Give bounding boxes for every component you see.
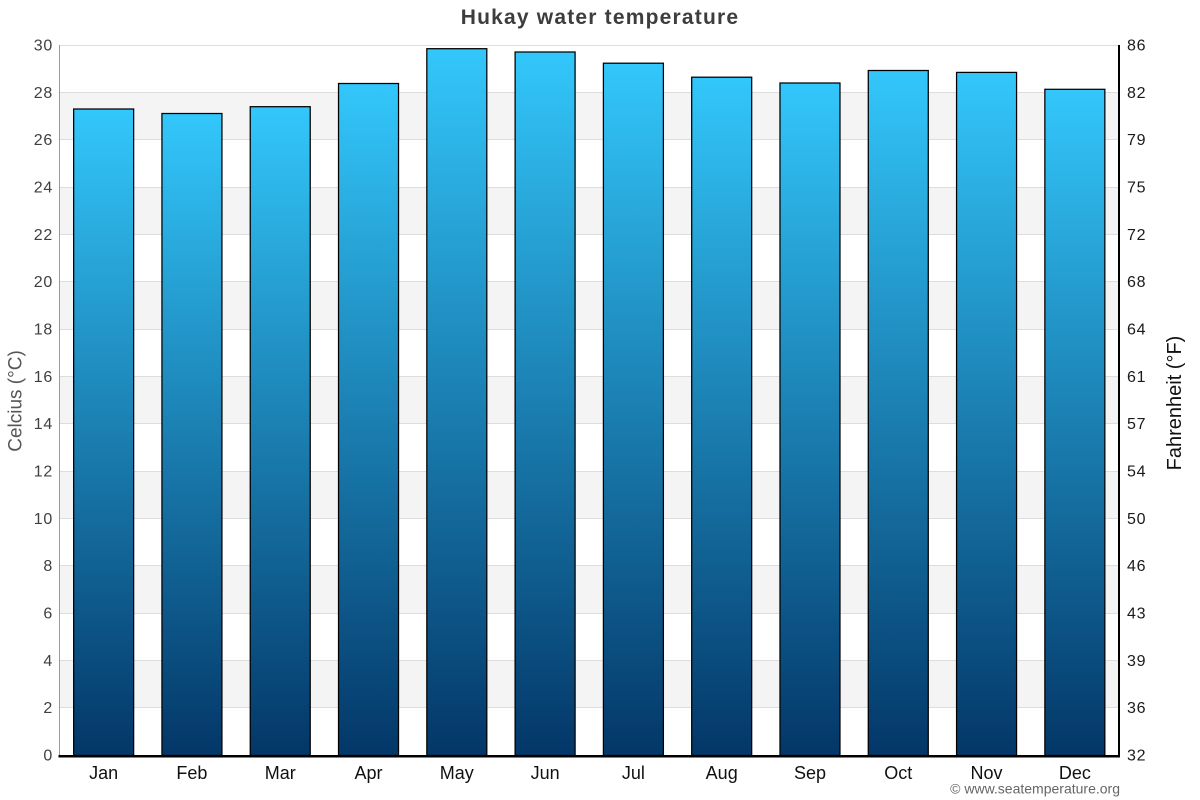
svg-text:Apr: Apr <box>355 763 383 783</box>
svg-text:0: 0 <box>43 748 53 765</box>
svg-text:26: 26 <box>34 132 53 149</box>
svg-text:Sep: Sep <box>794 763 826 783</box>
svg-text:28: 28 <box>34 85 53 102</box>
svg-text:Jun: Jun <box>531 763 560 783</box>
svg-text:64: 64 <box>1127 322 1146 339</box>
svg-text:32: 32 <box>1127 748 1146 765</box>
svg-text:6: 6 <box>43 606 53 623</box>
svg-text:Fahrenheit (°F): Fahrenheit (°F) <box>1164 336 1186 471</box>
svg-text:Oct: Oct <box>884 763 912 783</box>
svg-text:4: 4 <box>43 653 53 670</box>
svg-text:46: 46 <box>1127 558 1146 575</box>
svg-text:50: 50 <box>1127 511 1146 528</box>
svg-text:Nov: Nov <box>971 763 1003 783</box>
svg-text:10: 10 <box>34 511 53 528</box>
svg-text:54: 54 <box>1127 464 1146 481</box>
svg-text:18: 18 <box>34 322 53 339</box>
svg-text:39: 39 <box>1127 653 1146 670</box>
svg-text:8: 8 <box>43 558 53 575</box>
svg-text:86: 86 <box>1127 38 1146 55</box>
svg-text:61: 61 <box>1127 369 1146 386</box>
svg-text:12: 12 <box>34 464 53 481</box>
svg-text:30: 30 <box>34 38 53 55</box>
svg-text:14: 14 <box>34 416 53 433</box>
svg-text:Hukay water temperature: Hukay water temperature <box>461 6 740 29</box>
svg-text:Feb: Feb <box>176 763 207 783</box>
svg-text:May: May <box>440 763 474 783</box>
svg-text:Aug: Aug <box>706 763 738 783</box>
svg-text:43: 43 <box>1127 606 1146 623</box>
svg-text:82: 82 <box>1127 85 1146 102</box>
svg-text:Dec: Dec <box>1059 763 1091 783</box>
svg-text:24: 24 <box>34 180 53 197</box>
svg-text:Jan: Jan <box>89 763 118 783</box>
svg-text:22: 22 <box>34 227 53 244</box>
svg-text:Jul: Jul <box>622 763 645 783</box>
svg-text:79: 79 <box>1127 132 1146 149</box>
svg-text:68: 68 <box>1127 274 1146 291</box>
svg-text:72: 72 <box>1127 227 1146 244</box>
svg-text:Celcius (°C): Celcius (°C) <box>6 350 27 452</box>
svg-text:16: 16 <box>34 369 53 386</box>
svg-text:20: 20 <box>34 274 53 291</box>
svg-text:© www.seatemperature.org: © www.seatemperature.org <box>950 781 1120 797</box>
svg-text:36: 36 <box>1127 700 1146 717</box>
svg-text:75: 75 <box>1127 180 1146 197</box>
svg-text:2: 2 <box>43 700 53 717</box>
svg-text:Mar: Mar <box>265 763 296 783</box>
svg-text:57: 57 <box>1127 416 1146 433</box>
